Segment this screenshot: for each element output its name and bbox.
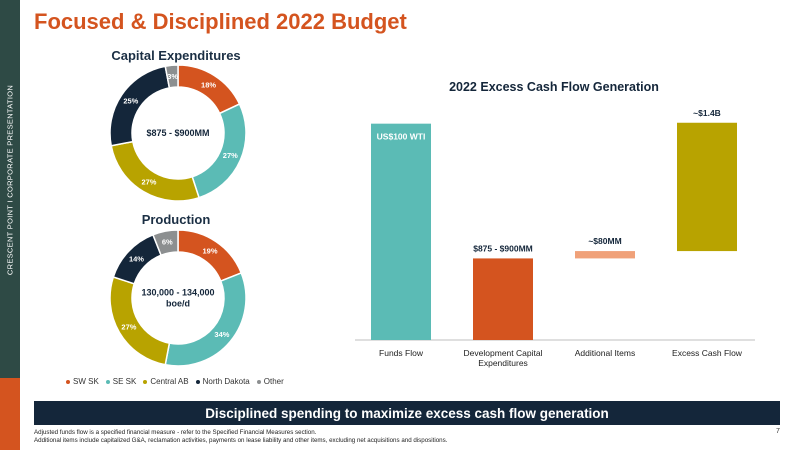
bar-funds-flow (371, 123, 431, 341)
x-tick-label: Development Capital (464, 348, 543, 358)
page-number: 7 (776, 428, 780, 435)
slice-label: 19% (203, 246, 218, 255)
bar-excess-cash-flow (677, 122, 737, 252)
page-title: Focused & Disciplined 2022 Budget (34, 9, 407, 34)
footnotes: Adjusted funds flow is a specified finan… (34, 429, 447, 445)
donut-slice-other (151, 229, 179, 257)
donut-center-label: $875 - $900MM (146, 128, 209, 138)
summary-banner: Disciplined spending to maximize excess … (34, 401, 780, 425)
slice-label: 27% (141, 178, 156, 187)
donut-slice-sw-sk (177, 229, 243, 283)
footnote-1: Adjusted funds flow is a specified finan… (34, 429, 317, 436)
slice-label: 14% (129, 254, 144, 263)
footnote-2: Additional items include capitalized G&A… (34, 437, 448, 444)
bar-chart-title: 2022 Excess Cash Flow Generation (449, 80, 659, 94)
bar-development-capital-expenditures (473, 258, 533, 340)
legend-label: Other (263, 377, 284, 386)
donut-slice-se-sk (191, 103, 247, 199)
donut-center-label: boe/d (166, 299, 190, 309)
donut-center-label: 130,000 - 134,000 (141, 288, 214, 298)
bar-data-label: US$100 WTI (377, 132, 426, 142)
legend-dot-se-sk (105, 379, 110, 384)
x-tick-label: Excess Cash Flow (672, 348, 743, 358)
capex-chart-title: Capital Expenditures (111, 48, 241, 63)
legend-item-central-ab: Central AB (143, 377, 189, 386)
bar-additional-items (575, 251, 635, 259)
slice-label: 6% (162, 238, 173, 247)
slice-label: 27% (121, 323, 136, 332)
legend-label: SE SK (112, 377, 137, 386)
slice-label: 18% (201, 80, 216, 89)
slice-label: 3% (167, 72, 178, 81)
slice-label: 25% (123, 96, 138, 105)
donut-slice-central-ab (110, 140, 200, 202)
legend-label: Central AB (150, 377, 189, 386)
legend-dot-north-dakota (195, 379, 200, 384)
side-bar (0, 0, 20, 450)
chart-legend: SW SK SE SK Central AB North Dakota Othe… (66, 377, 284, 386)
legend-dot-central-ab (143, 379, 148, 384)
slice-label: 27% (223, 151, 238, 160)
slice-label: 34% (214, 330, 229, 339)
x-tick-label: Additional Items (575, 348, 635, 358)
legend-label: SW SK (73, 377, 99, 386)
donut-slice-other (164, 64, 179, 89)
side-accent-block (0, 378, 20, 450)
legend-item-sw-sk: SW SK (66, 377, 99, 386)
x-tick-label: Expenditures (478, 358, 528, 368)
bar-data-label: ~$1.4B (693, 108, 721, 118)
bar-data-label: $875 - $900MM (473, 243, 533, 253)
legend-item-north-dakota: North Dakota (195, 377, 250, 386)
legend-item-se-sk: SE SK (105, 377, 137, 386)
legend-dot-sw-sk (66, 379, 70, 384)
x-tick-label: Funds Flow (379, 348, 424, 358)
legend-item-other: Other (256, 377, 284, 386)
legend-label: North Dakota (202, 377, 250, 386)
legend-dot-other (256, 379, 261, 384)
production-chart-title: Production (141, 212, 211, 227)
bar-data-label: ~$80MM (588, 236, 621, 246)
